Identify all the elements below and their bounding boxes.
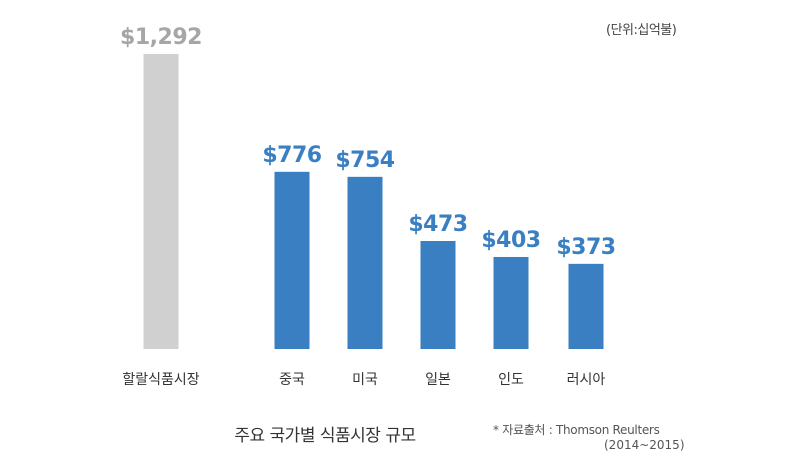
value-label-3: $473 [408, 212, 467, 237]
category-label-4: 인도 [498, 372, 524, 388]
category-label-3: 일본 [425, 372, 451, 388]
category-label-0: 할랄식품시장 [122, 372, 199, 388]
category-label-1: 중국 [279, 372, 305, 388]
bar-5 [568, 263, 604, 349]
bar-0 [143, 54, 179, 349]
bar-4 [493, 256, 529, 349]
category-label-5: 러시아 [567, 372, 606, 388]
bar-2 [347, 176, 383, 349]
bar-3 [420, 241, 456, 349]
source-period: (2014~2015) [604, 438, 685, 452]
value-label-5: $373 [556, 235, 615, 260]
category-label-2: 미국 [352, 372, 378, 388]
bar-1 [274, 171, 310, 349]
source-note: * 자료출처 : Thomson Reulters [493, 423, 660, 437]
value-label-2: $754 [335, 148, 394, 173]
chart-title: 주요 국가별 식품시장 규모 [234, 426, 416, 446]
unit-note: (단위:십억불) [606, 23, 677, 38]
value-label-1: $776 [262, 143, 321, 168]
value-label-0: $1,292 [120, 25, 202, 50]
value-label-4: $403 [481, 228, 540, 253]
